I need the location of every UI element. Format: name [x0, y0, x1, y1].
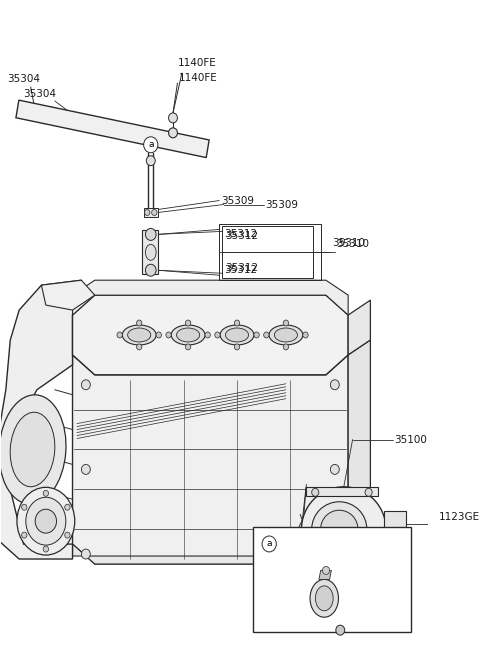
Ellipse shape: [315, 586, 333, 611]
Text: 35310: 35310: [336, 239, 370, 249]
Text: 31337F: 31337F: [282, 537, 325, 550]
Polygon shape: [306, 487, 377, 497]
Circle shape: [35, 509, 57, 533]
Circle shape: [82, 464, 90, 474]
Circle shape: [43, 490, 48, 497]
Ellipse shape: [26, 497, 66, 545]
Ellipse shape: [275, 328, 298, 342]
Ellipse shape: [226, 328, 249, 342]
Polygon shape: [16, 100, 209, 157]
Polygon shape: [348, 340, 371, 544]
Polygon shape: [72, 295, 348, 375]
Polygon shape: [72, 529, 371, 564]
Circle shape: [65, 532, 70, 538]
Circle shape: [166, 332, 171, 338]
Circle shape: [303, 332, 308, 338]
Circle shape: [283, 320, 288, 326]
Circle shape: [117, 332, 122, 338]
Circle shape: [168, 128, 178, 138]
Ellipse shape: [312, 502, 367, 556]
Text: 1140FE: 1140FE: [179, 73, 217, 83]
Polygon shape: [72, 280, 348, 315]
Circle shape: [254, 332, 259, 338]
Text: 1123GE: 1123GE: [439, 512, 480, 522]
Ellipse shape: [310, 579, 338, 617]
Text: 35310: 35310: [332, 238, 365, 249]
Circle shape: [144, 209, 150, 215]
Circle shape: [22, 532, 27, 538]
Circle shape: [283, 344, 288, 350]
Circle shape: [323, 566, 330, 575]
Circle shape: [185, 320, 191, 326]
Polygon shape: [142, 230, 158, 274]
Text: 35312: 35312: [226, 232, 259, 241]
Ellipse shape: [301, 487, 386, 571]
Ellipse shape: [128, 328, 151, 342]
Text: 35309: 35309: [265, 199, 299, 209]
Ellipse shape: [10, 412, 55, 487]
Ellipse shape: [122, 325, 156, 345]
Circle shape: [234, 320, 240, 326]
Circle shape: [262, 536, 276, 552]
Circle shape: [82, 549, 90, 559]
Polygon shape: [41, 280, 95, 310]
Ellipse shape: [321, 510, 358, 548]
Text: 35100: 35100: [395, 434, 427, 445]
Polygon shape: [348, 300, 371, 355]
Circle shape: [65, 504, 70, 510]
Polygon shape: [319, 571, 331, 579]
Bar: [219, 224, 322, 280]
Text: a: a: [148, 140, 154, 150]
Circle shape: [365, 488, 372, 497]
Ellipse shape: [177, 328, 200, 342]
Text: 35312: 35312: [226, 263, 259, 274]
Circle shape: [185, 344, 191, 350]
Circle shape: [205, 332, 210, 338]
Circle shape: [330, 464, 339, 474]
Circle shape: [215, 332, 220, 338]
Ellipse shape: [0, 395, 66, 504]
Circle shape: [22, 504, 27, 510]
Circle shape: [145, 264, 156, 276]
Circle shape: [145, 228, 156, 240]
Circle shape: [136, 320, 142, 326]
Bar: [222, 226, 312, 278]
Circle shape: [144, 137, 158, 153]
Ellipse shape: [269, 325, 303, 345]
Circle shape: [136, 344, 142, 350]
Polygon shape: [0, 280, 82, 559]
Polygon shape: [72, 355, 348, 564]
Text: a: a: [266, 539, 272, 548]
Circle shape: [156, 332, 161, 338]
Circle shape: [234, 344, 240, 350]
Bar: [253, 527, 411, 632]
Text: 35312: 35312: [224, 265, 257, 276]
Circle shape: [330, 380, 339, 390]
Text: 35312: 35312: [224, 230, 257, 239]
Circle shape: [312, 488, 319, 497]
Circle shape: [152, 209, 157, 215]
Text: 1140FE: 1140FE: [178, 58, 216, 68]
Ellipse shape: [145, 244, 156, 260]
Circle shape: [146, 155, 155, 166]
Polygon shape: [384, 511, 406, 544]
Ellipse shape: [220, 325, 254, 345]
Circle shape: [264, 332, 269, 338]
Circle shape: [168, 113, 178, 123]
Polygon shape: [308, 564, 375, 579]
Circle shape: [82, 380, 90, 390]
Bar: [144, 207, 158, 218]
Text: 35304: 35304: [7, 74, 40, 84]
Circle shape: [43, 546, 48, 552]
Text: 35309: 35309: [221, 195, 254, 205]
Text: 35304: 35304: [24, 89, 57, 99]
Circle shape: [336, 625, 345, 635]
Ellipse shape: [171, 325, 205, 345]
Ellipse shape: [17, 487, 75, 555]
Circle shape: [330, 549, 339, 559]
